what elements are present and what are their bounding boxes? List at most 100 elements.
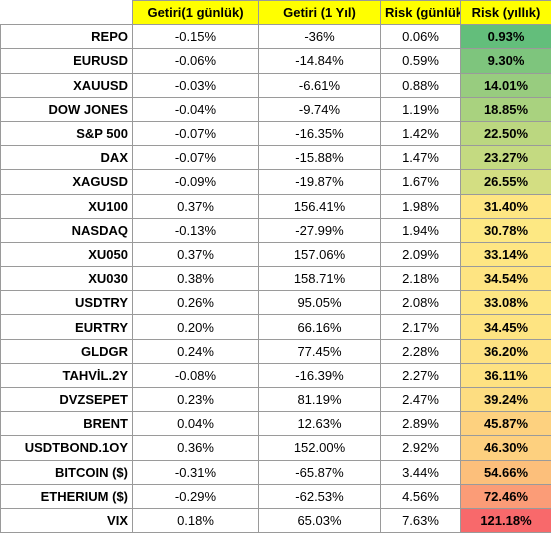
daily-return-cell: 0.38% xyxy=(133,267,259,291)
annual-risk-cell: 26.55% xyxy=(461,170,551,194)
annual-risk-cell: 14.01% xyxy=(461,73,551,97)
asset-name-cell: DAX xyxy=(1,146,133,170)
annual-risk-cell: 34.45% xyxy=(461,315,551,339)
header-daily-return: Getiri(1 günlük) xyxy=(133,1,259,25)
annual-risk-cell: 46.30% xyxy=(461,436,551,460)
asset-name-cell: XU050 xyxy=(1,242,133,266)
header-annual-risk: Risk (yıllık) xyxy=(461,1,551,25)
asset-name-cell: VIX xyxy=(1,508,133,532)
daily-risk-cell: 0.88% xyxy=(381,73,461,97)
annual-risk-cell: 22.50% xyxy=(461,121,551,145)
table-row: S&P 500-0.07%-16.35%1.42%22.50% xyxy=(1,121,551,145)
annual-risk-cell: 36.11% xyxy=(461,363,551,387)
annual-return-cell: -14.84% xyxy=(259,49,381,73)
annual-return-cell: -16.39% xyxy=(259,363,381,387)
daily-return-cell: 0.26% xyxy=(133,291,259,315)
asset-name-cell: EURTRY xyxy=(1,315,133,339)
header-daily-risk: Risk (günlük) xyxy=(381,1,461,25)
annual-risk-cell: 9.30% xyxy=(461,49,551,73)
annual-risk-cell: 72.46% xyxy=(461,484,551,508)
table-row: TAHVİL.2Y-0.08%-16.39%2.27%36.11% xyxy=(1,363,551,387)
daily-risk-cell: 0.06% xyxy=(381,25,461,49)
annual-return-cell: -27.99% xyxy=(259,218,381,242)
annual-risk-cell: 34.54% xyxy=(461,267,551,291)
annual-return-cell: 152.00% xyxy=(259,436,381,460)
header-row: Getiri(1 günlük) Getiri (1 Yıl) Risk (gü… xyxy=(1,1,551,25)
daily-return-cell: -0.06% xyxy=(133,49,259,73)
table-row: NASDAQ-0.13%-27.99%1.94%30.78% xyxy=(1,218,551,242)
daily-return-cell: -0.15% xyxy=(133,25,259,49)
asset-name-cell: NASDAQ xyxy=(1,218,133,242)
annual-return-cell: 65.03% xyxy=(259,508,381,532)
table-row: DAX-0.07%-15.88%1.47%23.27% xyxy=(1,146,551,170)
annual-return-cell: 66.16% xyxy=(259,315,381,339)
annual-return-cell: 77.45% xyxy=(259,339,381,363)
daily-return-cell: -0.09% xyxy=(133,170,259,194)
daily-risk-cell: 1.94% xyxy=(381,218,461,242)
asset-name-cell: XU030 xyxy=(1,267,133,291)
annual-return-cell: 158.71% xyxy=(259,267,381,291)
annual-risk-cell: 33.14% xyxy=(461,242,551,266)
daily-risk-cell: 2.17% xyxy=(381,315,461,339)
daily-return-cell: 0.37% xyxy=(133,242,259,266)
asset-name-cell: BITCOIN ($) xyxy=(1,460,133,484)
annual-return-cell: -16.35% xyxy=(259,121,381,145)
daily-risk-cell: 2.18% xyxy=(381,267,461,291)
daily-risk-cell: 7.63% xyxy=(381,508,461,532)
table-body: REPO-0.15%-36%0.06%0.93%EURUSD-0.06%-14.… xyxy=(1,25,551,533)
asset-name-cell: TAHVİL.2Y xyxy=(1,363,133,387)
daily-return-cell: -0.13% xyxy=(133,218,259,242)
annual-risk-cell: 0.93% xyxy=(461,25,551,49)
daily-risk-cell: 4.56% xyxy=(381,484,461,508)
daily-return-cell: -0.03% xyxy=(133,73,259,97)
daily-risk-cell: 2.89% xyxy=(381,412,461,436)
daily-return-cell: -0.29% xyxy=(133,484,259,508)
table-row: XAUUSD-0.03%-6.61%0.88%14.01% xyxy=(1,73,551,97)
daily-return-cell: 0.04% xyxy=(133,412,259,436)
annual-return-cell: -36% xyxy=(259,25,381,49)
asset-name-cell: ETHERIUM ($) xyxy=(1,484,133,508)
table-row: REPO-0.15%-36%0.06%0.93% xyxy=(1,25,551,49)
annual-return-cell: -15.88% xyxy=(259,146,381,170)
asset-name-cell: BRENT xyxy=(1,412,133,436)
daily-risk-cell: 2.28% xyxy=(381,339,461,363)
annual-return-cell: 157.06% xyxy=(259,242,381,266)
table-row: XAGUSD-0.09%-19.87%1.67%26.55% xyxy=(1,170,551,194)
table-row: ETHERIUM ($)-0.29%-62.53%4.56%72.46% xyxy=(1,484,551,508)
annual-risk-cell: 121.18% xyxy=(461,508,551,532)
daily-risk-cell: 2.08% xyxy=(381,291,461,315)
daily-risk-cell: 3.44% xyxy=(381,460,461,484)
header-annual-return: Getiri (1 Yıl) xyxy=(259,1,381,25)
daily-risk-cell: 2.47% xyxy=(381,388,461,412)
asset-name-cell: USDTRY xyxy=(1,291,133,315)
daily-risk-cell: 1.98% xyxy=(381,194,461,218)
annual-risk-cell: 18.85% xyxy=(461,97,551,121)
asset-name-cell: XAGUSD xyxy=(1,170,133,194)
daily-return-cell: 0.24% xyxy=(133,339,259,363)
annual-return-cell: -65.87% xyxy=(259,460,381,484)
daily-return-cell: 0.23% xyxy=(133,388,259,412)
asset-name-cell: XU100 xyxy=(1,194,133,218)
annual-return-cell: -19.87% xyxy=(259,170,381,194)
daily-risk-cell: 0.59% xyxy=(381,49,461,73)
annual-risk-cell: 33.08% xyxy=(461,291,551,315)
annual-risk-cell: 36.20% xyxy=(461,339,551,363)
table-row: DOW JONES-0.04%-9.74%1.19%18.85% xyxy=(1,97,551,121)
daily-risk-cell: 1.42% xyxy=(381,121,461,145)
daily-risk-cell: 1.19% xyxy=(381,97,461,121)
annual-risk-cell: 23.27% xyxy=(461,146,551,170)
annual-risk-cell: 39.24% xyxy=(461,388,551,412)
asset-name-cell: GLDGR xyxy=(1,339,133,363)
asset-name-cell: XAUUSD xyxy=(1,73,133,97)
annual-return-cell: -9.74% xyxy=(259,97,381,121)
annual-return-cell: 81.19% xyxy=(259,388,381,412)
daily-return-cell: 0.36% xyxy=(133,436,259,460)
daily-return-cell: 0.37% xyxy=(133,194,259,218)
